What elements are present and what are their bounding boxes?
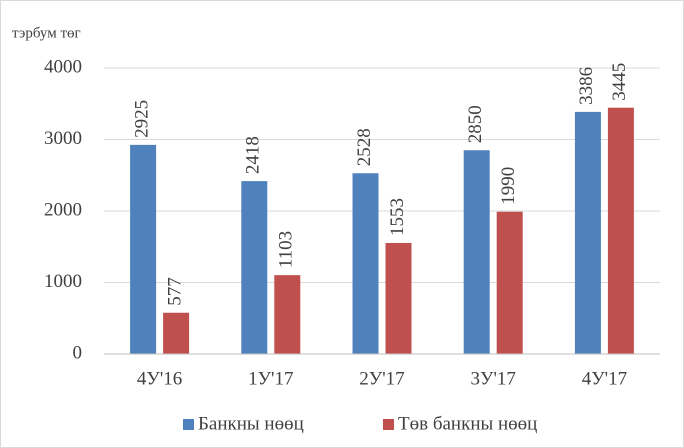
data-label: 2925 xyxy=(131,100,152,138)
bar xyxy=(496,211,523,354)
data-label: 2850 xyxy=(465,105,486,143)
bar xyxy=(130,144,157,354)
bar xyxy=(352,173,379,354)
data-label: 1103 xyxy=(276,231,297,268)
bar xyxy=(463,150,490,354)
bar xyxy=(607,107,634,355)
data-label: 577 xyxy=(164,277,185,306)
x-tick-label: 4У'16 xyxy=(137,368,182,389)
legend-label: Банкны нөөц xyxy=(198,413,304,434)
data-label: 1990 xyxy=(498,167,519,205)
bar xyxy=(241,181,268,354)
data-label: 3445 xyxy=(609,63,630,101)
bar xyxy=(385,242,412,354)
data-label: 2418 xyxy=(243,136,264,174)
bar xyxy=(574,111,601,354)
x-tick-label: 1У'17 xyxy=(248,368,293,389)
y-tick-label: 2000 xyxy=(44,199,82,220)
x-tick-label: 3У'17 xyxy=(471,368,516,389)
data-label: 2528 xyxy=(354,128,375,166)
bar xyxy=(274,275,301,354)
legend-swatch xyxy=(383,419,394,430)
legend-swatch xyxy=(183,419,194,430)
x-tick-label: 4У'17 xyxy=(582,368,627,389)
data-label: 3386 xyxy=(576,67,597,105)
x-tick-label: 2У'17 xyxy=(359,368,404,389)
y-tick-label: 3000 xyxy=(44,128,82,149)
legend-label: Төв банкны нөөц xyxy=(398,413,537,434)
data-label: 1553 xyxy=(387,198,408,236)
y-tick-label: 4000 xyxy=(44,56,82,77)
bar xyxy=(163,312,190,354)
y-tick-label: 1000 xyxy=(44,271,82,292)
y-axis-label: тэрбум төг xyxy=(12,25,81,41)
y-tick-label: 0 xyxy=(73,342,83,363)
